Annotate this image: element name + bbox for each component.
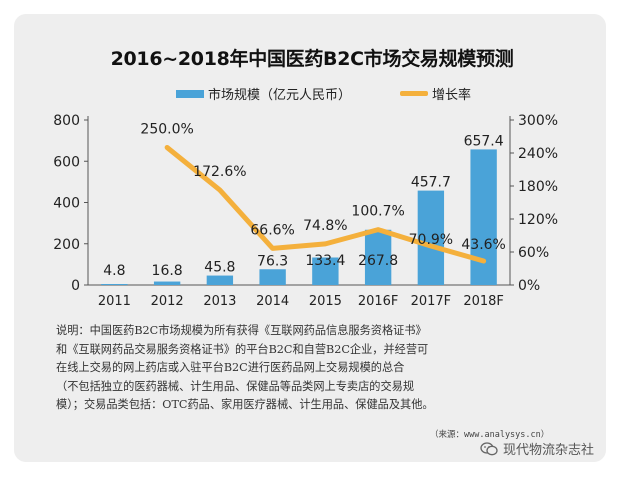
y-tick-label-right: 300% xyxy=(518,113,558,129)
legend-swatch-line xyxy=(400,91,428,96)
bar xyxy=(206,275,234,285)
y-tick-label-right: 120% xyxy=(518,212,558,228)
legend-label-market-size: 市场规模（亿元人民币） xyxy=(208,88,352,103)
y-tick-label-left: 800 xyxy=(53,113,80,129)
bar-value-label: 657.4 xyxy=(464,133,504,149)
y-tick-label-left: 600 xyxy=(53,154,80,170)
y-tick-label-left: 0 xyxy=(71,278,80,294)
x-tick-label: 2018F xyxy=(463,294,504,309)
bar-value-label: 16.8 xyxy=(152,263,183,279)
legend-item-growth-rate: 增长率 xyxy=(400,84,471,103)
line-value-label: 250.0% xyxy=(140,122,193,138)
line-value-label: 66.6% xyxy=(250,222,294,238)
chart-note: 说明：中国医药B2C市场规模为所有获得《互联网药品信息服务资格证书》 和《互联网… xyxy=(56,322,576,415)
x-tick-label: 2011 xyxy=(98,294,131,309)
bar xyxy=(417,190,445,285)
y-tick-label-right: 60% xyxy=(518,245,549,261)
bar-value-label: 76.3 xyxy=(257,253,288,269)
bar xyxy=(101,284,128,285)
bar-value-label: 133.4 xyxy=(305,253,345,269)
x-tick-label: 2013 xyxy=(203,294,236,309)
bar-value-label: 267.8 xyxy=(358,253,398,269)
x-tick-label: 2015 xyxy=(309,294,342,309)
y-tick-label-right: 240% xyxy=(518,146,558,162)
chart-title: 2016~2018年中国医药B2C市场交易规模预测 xyxy=(110,48,514,70)
note-line: 模）；交易品类包括：OTC药品、家用医疗器械、计生用品、保健品及其他。 xyxy=(56,398,434,411)
bar xyxy=(364,229,392,285)
growth-rate-line xyxy=(164,145,487,264)
line-value-label: 100.7% xyxy=(351,204,404,220)
watermark: 现代物流杂志社 xyxy=(480,439,594,458)
bar xyxy=(312,257,339,285)
note-line: 在线上交易的网上药店或入驻平台B2C进行医药品网上交易规模的总合 xyxy=(56,361,405,374)
source-note: （来源：www.analysys.cn） xyxy=(430,430,550,440)
note-line: （不包括独立的医药器械、计生用品、保健品等品类网上专卖店的交易规 xyxy=(56,379,415,393)
x-tick-label: 2012 xyxy=(151,294,184,309)
line-value-label: 74.8% xyxy=(303,218,347,234)
note-line: 和《互联网药品交易服务资格证书》的平台B2C和自营B2C企业，并经营可 xyxy=(56,342,429,356)
bar-value-label: 4.8 xyxy=(103,263,125,279)
x-tick-label: 2017F xyxy=(411,294,452,309)
line-value-label: 70.9% xyxy=(409,232,453,248)
wechat-icon xyxy=(480,441,498,455)
note-line: 说明：中国医药B2C市场规模为所有获得《互联网药品信息服务资格证书》 xyxy=(56,324,427,337)
chart-card xyxy=(14,14,606,462)
y-tick-label-right: 0% xyxy=(518,278,540,294)
line-value-label: 172.6% xyxy=(193,164,246,180)
bar-value-label: 45.8 xyxy=(204,260,235,276)
legend-item-market-size: 市场规模（亿元人民币） xyxy=(176,84,351,103)
x-tick-label: 2014 xyxy=(256,294,289,309)
line-value-label: 43.6% xyxy=(461,237,505,253)
bar xyxy=(153,281,181,285)
legend-label-growth-rate: 增长率 xyxy=(432,88,472,103)
watermark-text: 现代物流杂志社 xyxy=(503,443,595,458)
y-tick-label-left: 400 xyxy=(53,196,80,212)
bar-value-label: 457.7 xyxy=(411,175,451,191)
chart-legend: 市场规模（亿元人民币） 增长率 xyxy=(0,84,624,106)
bar xyxy=(470,149,497,285)
x-tick-label: 2016F xyxy=(358,294,399,309)
legend-swatch-bar xyxy=(176,89,204,98)
y-tick-label-left: 200 xyxy=(53,237,80,253)
y-tick-label-right: 180% xyxy=(518,179,558,195)
bar xyxy=(259,269,286,285)
